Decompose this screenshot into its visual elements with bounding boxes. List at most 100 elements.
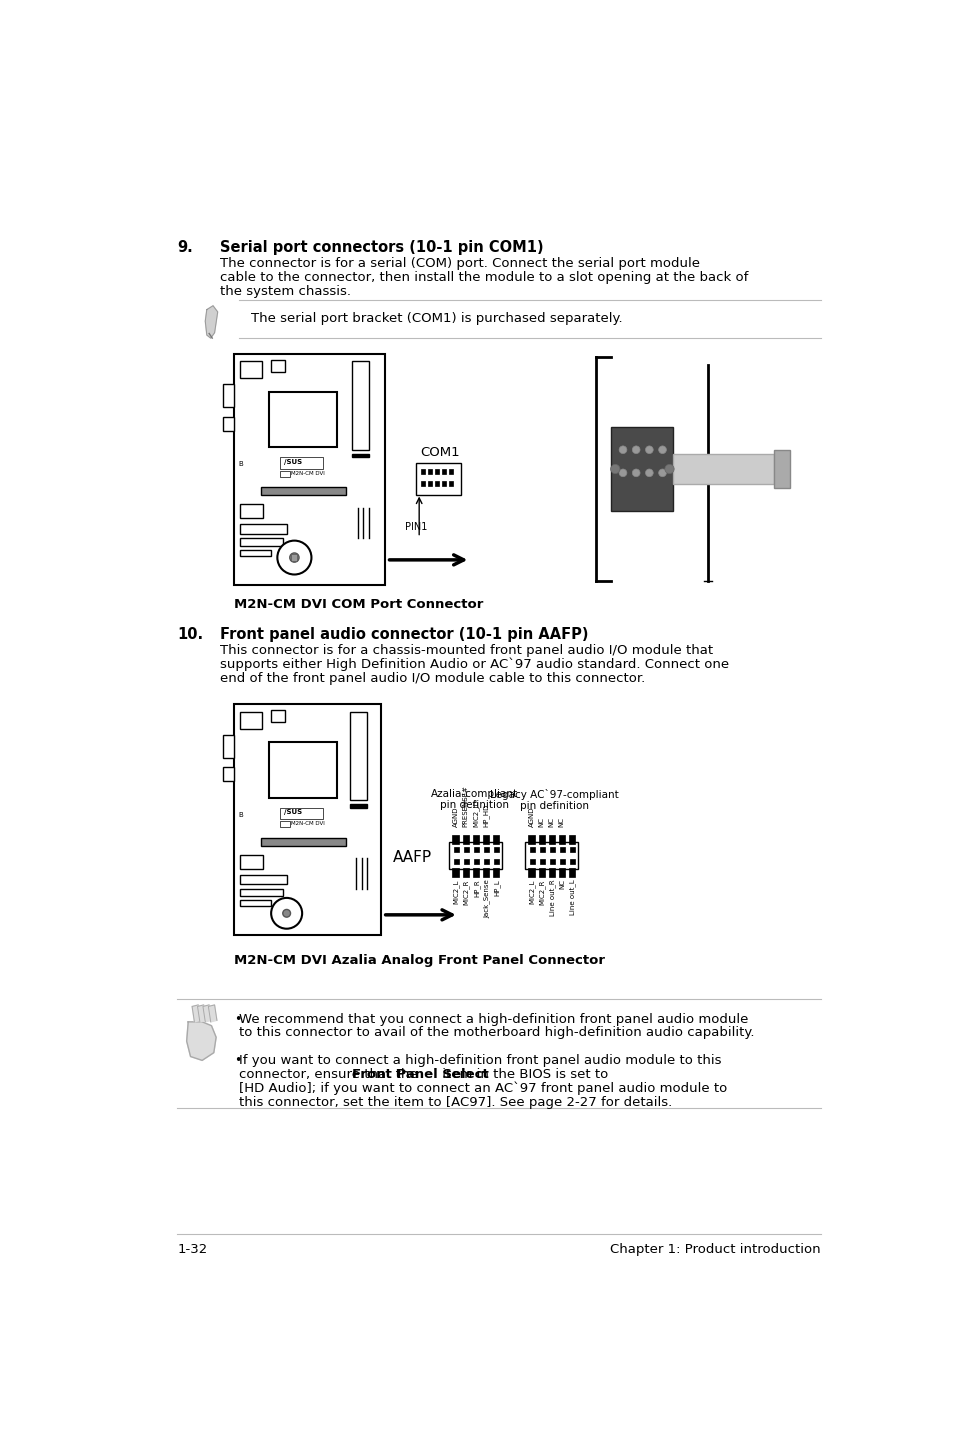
- Bar: [240, 538, 282, 546]
- Text: M2N-CM DVI: M2N-CM DVI: [291, 821, 324, 825]
- Text: AAFP: AAFP: [393, 850, 432, 866]
- Bar: [441, 469, 446, 473]
- Bar: [350, 712, 367, 800]
- Text: MIC2_JD: MIC2_JD: [472, 800, 478, 827]
- Bar: [773, 450, 789, 489]
- Text: B: B: [238, 811, 243, 818]
- Bar: [269, 742, 336, 798]
- Text: Azalia-compliant
pin definition: Azalia-compliant pin definition: [430, 788, 517, 810]
- Bar: [271, 360, 285, 372]
- Circle shape: [618, 446, 626, 453]
- Text: Chapter 1: Product introduction: Chapter 1: Product introduction: [609, 1242, 820, 1255]
- Bar: [472, 869, 478, 877]
- Bar: [484, 860, 488, 864]
- Bar: [611, 427, 673, 512]
- Text: Front panel audio connector (10-1 pin AAFP): Front panel audio connector (10-1 pin AA…: [220, 627, 588, 641]
- Text: NC: NC: [559, 880, 565, 890]
- Text: MIC2_R: MIC2_R: [538, 880, 545, 905]
- Text: MIC2_L: MIC2_L: [528, 880, 536, 905]
- Bar: [474, 847, 478, 851]
- Text: [HD Audio]; if you want to connect an AC`97 front panel audio module to: [HD Audio]; if you want to connect an AC…: [239, 1081, 727, 1096]
- Bar: [240, 889, 282, 896]
- Text: M2N-CM DVI Azalia Analog Front Panel Connector: M2N-CM DVI Azalia Analog Front Panel Con…: [233, 953, 604, 968]
- Text: to this connector to avail of the motherboard high-definition audio capability.: to this connector to avail of the mother…: [239, 1027, 754, 1040]
- Circle shape: [645, 469, 653, 477]
- Text: cable to the connector, then install the module to a slot opening at the back of: cable to the connector, then install the…: [220, 272, 747, 285]
- Text: connector, ensure that the: connector, ensure that the: [239, 1068, 422, 1081]
- Text: 1-32: 1-32: [177, 1242, 208, 1255]
- Bar: [462, 835, 468, 844]
- Text: Front Panel Select: Front Panel Select: [352, 1068, 488, 1081]
- Text: /SUS: /SUS: [283, 459, 301, 464]
- Text: M2N-CM DVI: M2N-CM DVI: [291, 470, 324, 476]
- Circle shape: [610, 464, 619, 473]
- Bar: [462, 869, 468, 877]
- Text: 9.: 9.: [177, 240, 193, 256]
- Bar: [223, 417, 233, 430]
- Bar: [539, 860, 544, 864]
- Bar: [261, 487, 346, 495]
- Text: this connector, set the item to [AC97]. See page 2-27 for details.: this connector, set the item to [AC97]. …: [239, 1096, 672, 1109]
- Circle shape: [645, 446, 653, 453]
- Bar: [493, 835, 498, 844]
- Bar: [550, 847, 555, 851]
- Bar: [539, 847, 544, 851]
- Bar: [261, 838, 346, 846]
- Text: AGND: AGND: [528, 807, 534, 827]
- Bar: [441, 482, 446, 486]
- Text: end of the front panel audio I/O module cable to this connector.: end of the front panel audio I/O module …: [220, 672, 644, 684]
- Bar: [454, 860, 458, 864]
- Bar: [568, 835, 575, 844]
- Bar: [550, 860, 555, 864]
- Circle shape: [632, 469, 639, 477]
- Bar: [464, 860, 468, 864]
- Bar: [280, 470, 290, 477]
- Bar: [548, 835, 555, 844]
- Circle shape: [664, 464, 674, 473]
- Bar: [240, 874, 286, 884]
- Bar: [280, 457, 323, 469]
- Bar: [673, 453, 773, 485]
- Bar: [570, 860, 575, 864]
- Text: supports either High Definition Audio or AC`97 audio standard. Connect one: supports either High Definition Audio or…: [220, 657, 728, 672]
- Bar: [233, 354, 385, 584]
- Bar: [240, 525, 286, 533]
- Bar: [482, 835, 488, 844]
- Bar: [240, 712, 261, 729]
- Bar: [452, 835, 458, 844]
- Bar: [352, 361, 369, 450]
- Bar: [530, 860, 534, 864]
- Bar: [427, 482, 432, 486]
- Text: HP_HD: HP_HD: [482, 804, 489, 827]
- Bar: [448, 482, 453, 486]
- Bar: [280, 808, 323, 820]
- Text: Line out_R: Line out_R: [549, 880, 556, 916]
- Bar: [280, 821, 290, 827]
- Text: M2N-CM DVI COM Port Connector: M2N-CM DVI COM Port Connector: [233, 598, 483, 611]
- Bar: [537, 869, 544, 877]
- Bar: [223, 384, 233, 407]
- Text: HP_R: HP_R: [473, 880, 479, 897]
- Circle shape: [632, 446, 639, 453]
- Circle shape: [618, 469, 626, 477]
- Bar: [448, 469, 453, 473]
- Bar: [435, 469, 439, 473]
- Text: This connector is for a chassis-mounted front panel audio I/O module that: This connector is for a chassis-mounted …: [220, 644, 713, 657]
- Text: PIN1: PIN1: [405, 522, 427, 532]
- Circle shape: [271, 897, 302, 929]
- Bar: [493, 869, 498, 877]
- Text: The connector is for a serial (COM) port. Connect the serial port module: The connector is for a serial (COM) port…: [220, 257, 700, 270]
- Bar: [474, 860, 478, 864]
- Bar: [223, 766, 233, 781]
- Bar: [240, 854, 263, 869]
- Text: NC: NC: [548, 817, 554, 827]
- Bar: [271, 710, 285, 722]
- Text: AGND: AGND: [452, 807, 458, 827]
- Bar: [420, 469, 425, 473]
- Bar: [558, 869, 564, 877]
- Bar: [233, 703, 381, 935]
- Bar: [350, 804, 367, 808]
- Text: Jack_Sense: Jack_Sense: [483, 880, 490, 919]
- Bar: [435, 482, 439, 486]
- Bar: [269, 393, 336, 447]
